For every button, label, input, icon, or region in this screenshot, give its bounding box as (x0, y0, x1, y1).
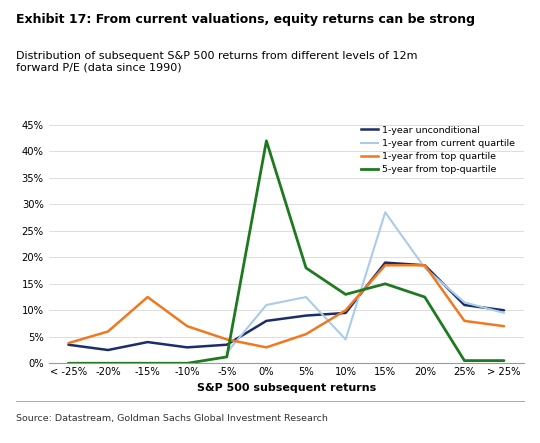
Line: 1-year unconditional: 1-year unconditional (69, 263, 504, 350)
5-year from top-quartile (263, 138, 269, 144)
5-year from top-quartile (105, 361, 111, 366)
1-year from top quartile (303, 331, 309, 337)
1-year from current quartile (461, 300, 468, 305)
1-year unconditional (144, 339, 151, 345)
1-year from top quartile (224, 337, 230, 342)
1-year unconditional (501, 307, 507, 313)
1-year from current quartile (501, 310, 507, 315)
5-year from top-quartile (422, 295, 428, 300)
1-year unconditional (342, 310, 349, 315)
1-year from current quartile (224, 350, 230, 355)
Text: Distribution of subsequent S&P 500 returns from different levels of 12m
forward : Distribution of subsequent S&P 500 retur… (16, 51, 418, 73)
5-year from top-quartile (342, 292, 349, 297)
1-year from current quartile (342, 337, 349, 342)
1-year from top quartile (461, 318, 468, 323)
1-year unconditional (263, 318, 269, 323)
Legend: 1-year unconditional, 1-year from current quartile, 1-year from top quartile, 5-: 1-year unconditional, 1-year from curren… (357, 122, 519, 178)
Text: Source: Datastream, Goldman Sachs Global Investment Research: Source: Datastream, Goldman Sachs Global… (16, 414, 328, 423)
1-year from top quartile (263, 345, 269, 350)
1-year from top quartile (382, 263, 388, 268)
1-year from current quartile (263, 302, 269, 307)
1-year from current quartile (422, 265, 428, 271)
5-year from top-quartile (184, 361, 191, 366)
1-year from top quartile (144, 295, 151, 300)
5-year from top-quartile (501, 358, 507, 363)
1-year unconditional (105, 347, 111, 353)
1-year from top quartile (65, 341, 72, 346)
5-year from top-quartile (65, 361, 72, 366)
5-year from top-quartile (461, 358, 468, 363)
1-year from top quartile (422, 263, 428, 268)
5-year from top-quartile (303, 265, 309, 271)
1-year unconditional (224, 342, 230, 347)
5-year from top-quartile (144, 361, 151, 366)
Text: Exhibit 17: From current valuations, equity returns can be strong: Exhibit 17: From current valuations, equ… (16, 13, 475, 26)
5-year from top-quartile (224, 354, 230, 360)
1-year unconditional (65, 342, 72, 347)
1-year from top quartile (501, 323, 507, 329)
5-year from top-quartile (382, 281, 388, 287)
Line: 5-year from top-quartile: 5-year from top-quartile (69, 141, 504, 363)
1-year from current quartile (382, 210, 388, 215)
X-axis label: S&P 500 subsequent returns: S&P 500 subsequent returns (197, 383, 376, 393)
1-year unconditional (184, 345, 191, 350)
1-year unconditional (303, 313, 309, 318)
1-year unconditional (422, 263, 428, 268)
Line: 1-year from current quartile: 1-year from current quartile (227, 212, 504, 353)
1-year unconditional (461, 302, 468, 307)
1-year unconditional (382, 260, 388, 265)
1-year from top quartile (105, 329, 111, 334)
1-year from top quartile (342, 307, 349, 313)
Line: 1-year from top quartile: 1-year from top quartile (69, 265, 504, 347)
1-year from current quartile (303, 295, 309, 300)
1-year from top quartile (184, 323, 191, 329)
